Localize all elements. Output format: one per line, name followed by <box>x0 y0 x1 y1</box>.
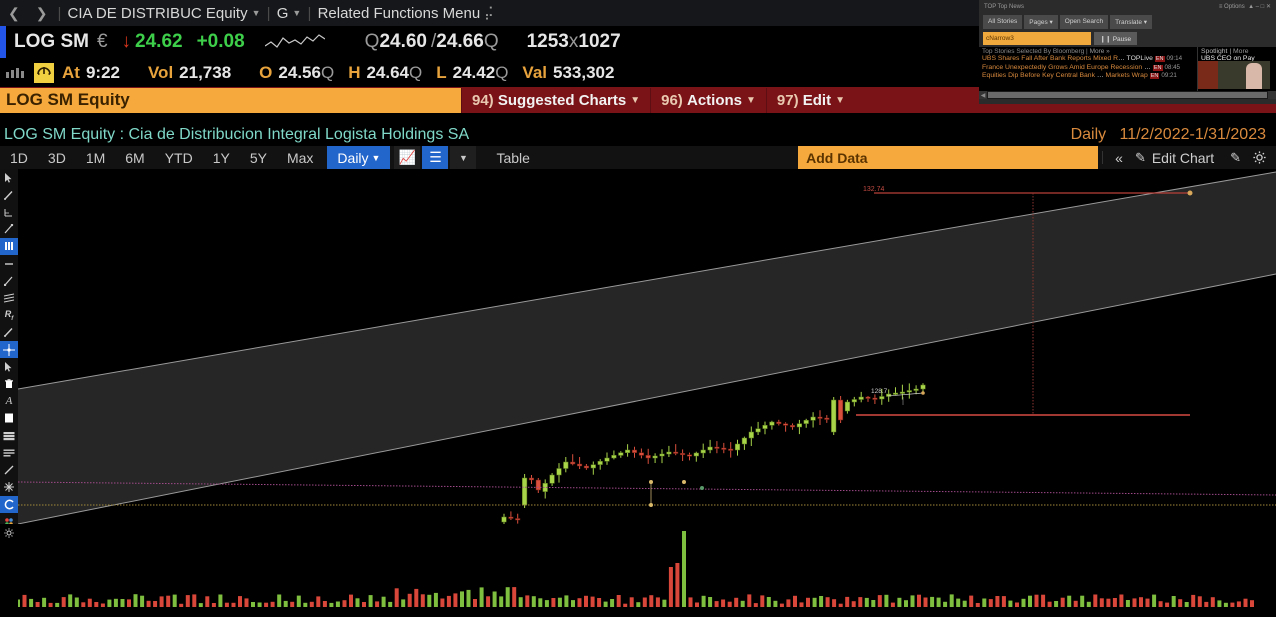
svg-text:132.74: 132.74 <box>863 186 885 193</box>
svg-text:128.7: 128.7 <box>871 388 888 395</box>
